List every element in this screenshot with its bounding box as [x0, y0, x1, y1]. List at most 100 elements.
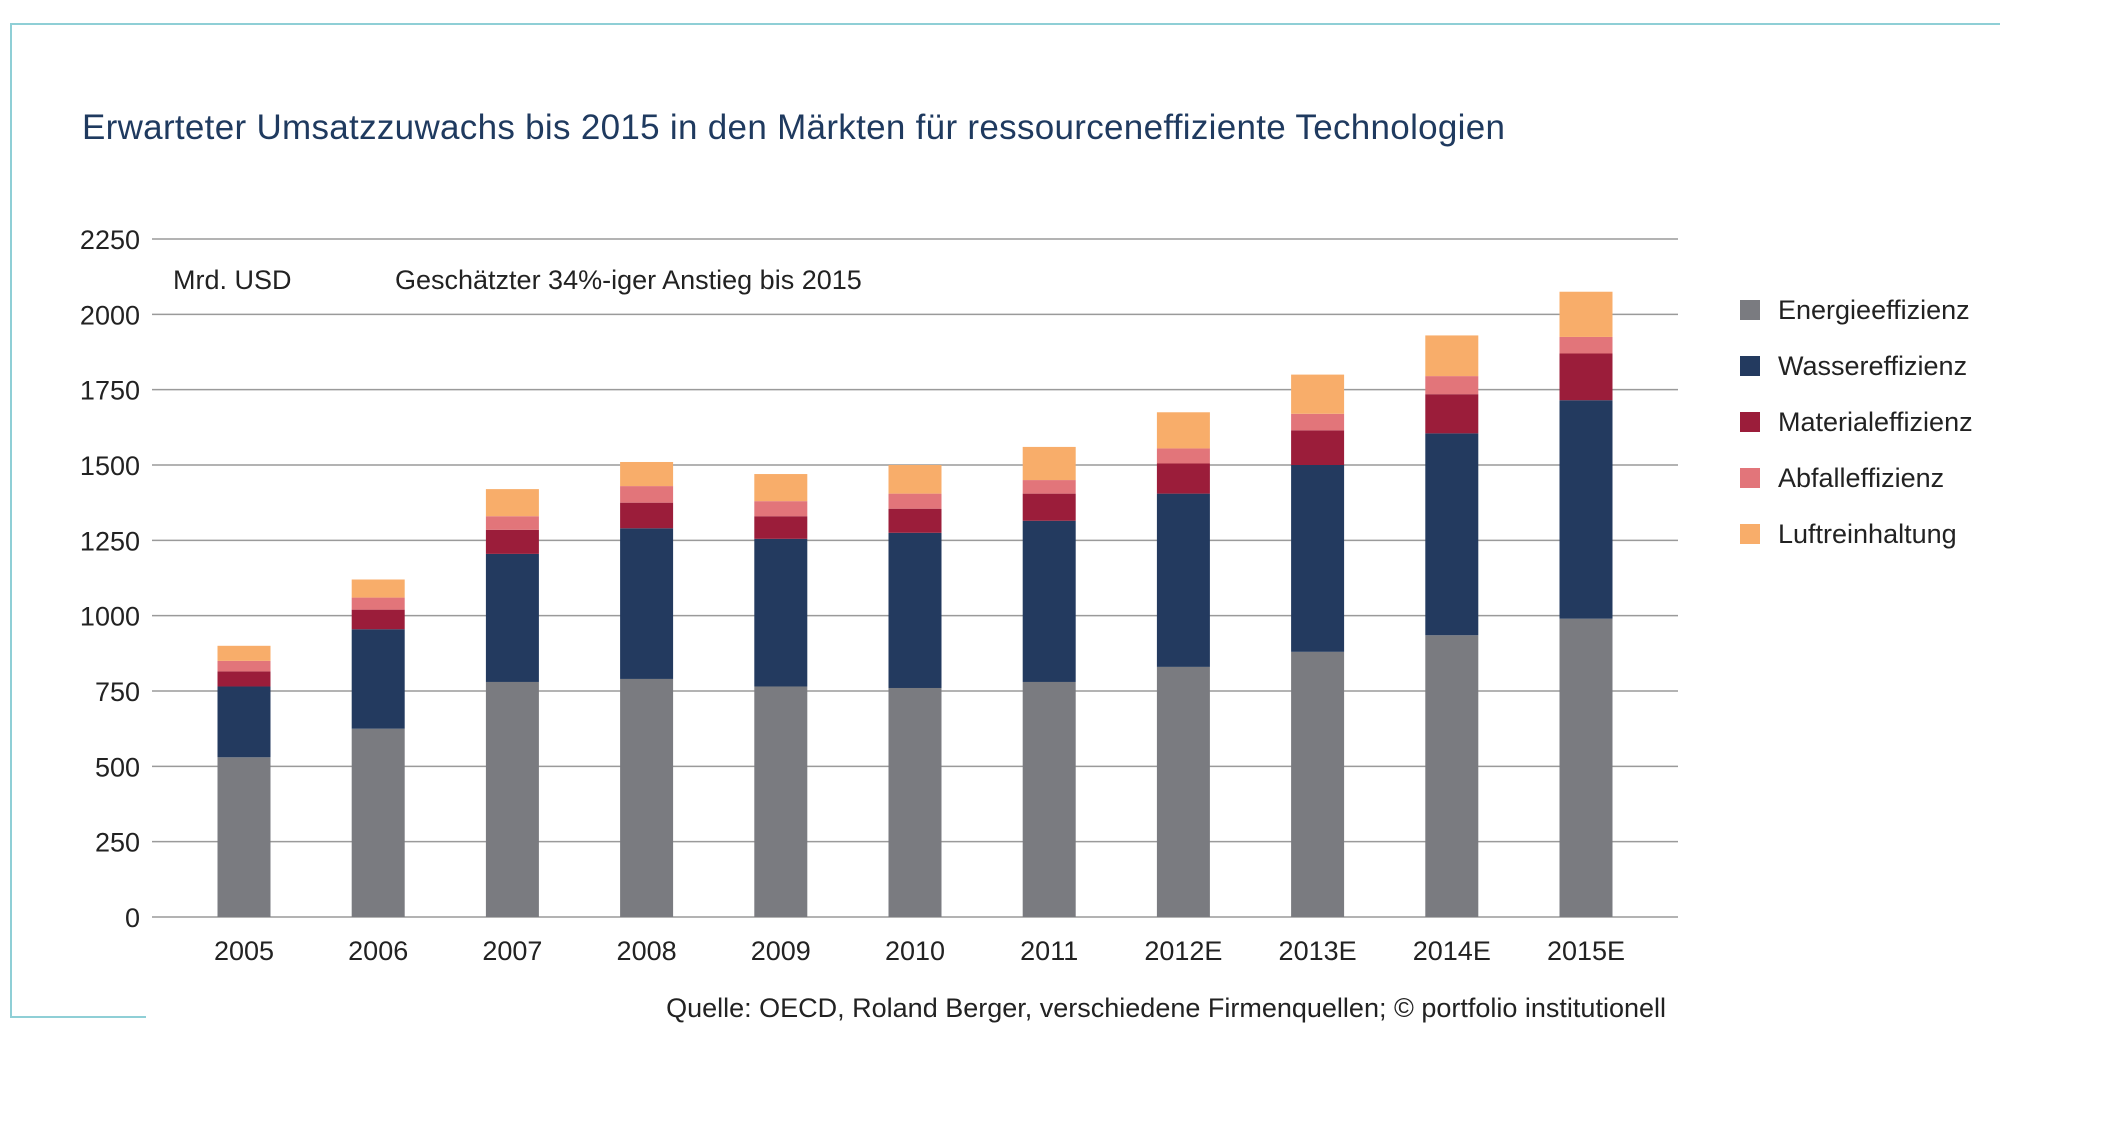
bar-segment-materialeffizienz-2007	[486, 530, 539, 554]
bar-segment-energieeffizienz-2007	[486, 682, 539, 917]
bar-group-2006	[352, 580, 405, 917]
bar-segment-wassereffizienz-2007	[486, 554, 539, 682]
bar-segment-luftreinhaltung-2009	[754, 474, 807, 501]
x-tick-label: 2015E	[1547, 936, 1625, 966]
bar-group-2014E	[1425, 335, 1478, 917]
bar-segment-luftreinhaltung-2013e	[1291, 375, 1344, 414]
bar-segment-luftreinhaltung-2007	[486, 489, 539, 516]
legend: Energieeffizienz Wassereffizienz Materiale…	[1740, 282, 1973, 562]
bar-segment-abfalleffizienz-2007	[486, 516, 539, 530]
bar-segment-materialeffizienz-2014e	[1425, 394, 1478, 433]
bar-segment-abfalleffizienz-2015e	[1560, 337, 1613, 354]
bar-group-2015E	[1560, 292, 1613, 917]
x-tick-label: 2007	[482, 936, 542, 966]
bar-segment-materialeffizienz-2006	[352, 610, 405, 630]
bar-segment-luftreinhaltung-2014e	[1425, 335, 1478, 376]
bar-segment-abfalleffizienz-2006	[352, 598, 405, 610]
legend-item: Energieeffizienz	[1740, 282, 1973, 338]
legend-swatch	[1740, 468, 1760, 488]
legend-swatch	[1740, 412, 1760, 432]
bar-segment-energieeffizienz-2010	[889, 688, 942, 917]
bar-segment-wassereffizienz-2006	[352, 629, 405, 728]
bar-segment-wassereffizienz-2011	[1023, 521, 1076, 682]
bar-group-2012E	[1157, 412, 1210, 917]
bar-segment-abfalleffizienz-2014e	[1425, 376, 1478, 394]
bar-segment-materialeffizienz-2012e	[1157, 463, 1210, 493]
unit-note: Mrd. USD	[173, 265, 292, 295]
bar-segment-energieeffizienz-2008	[620, 679, 673, 917]
bar-segment-abfalleffizienz-2009	[754, 501, 807, 516]
bar-segment-luftreinhaltung-2015e	[1560, 292, 1613, 337]
bar-segment-energieeffizienz-2015e	[1560, 619, 1613, 917]
bar-segment-wassereffizienz-2015e	[1560, 400, 1613, 618]
y-tick-label: 2250	[80, 225, 140, 255]
bar-segment-wassereffizienz-2010	[889, 533, 942, 688]
legend-label: Materialeffizienz	[1778, 407, 1973, 438]
y-tick-label: 1000	[80, 602, 140, 632]
legend-item: Abfalleffizienz	[1740, 450, 1973, 506]
bar-segment-wassereffizienz-2009	[754, 539, 807, 687]
bar-segment-materialeffizienz-2015e	[1560, 354, 1613, 401]
legend-label: Luftreinhaltung	[1778, 519, 1957, 550]
bar-segment-wassereffizienz-2014e	[1425, 433, 1478, 635]
legend-item: Wassereffizienz	[1740, 338, 1973, 394]
bar-segment-abfalleffizienz-2012e	[1157, 448, 1210, 463]
legend-swatch	[1740, 300, 1760, 320]
bar-segment-energieeffizienz-2006	[352, 729, 405, 917]
bar-segment-energieeffizienz-2014e	[1425, 635, 1478, 917]
x-tick-label: 2006	[348, 936, 408, 966]
bar-segment-energieeffizienz-2011	[1023, 682, 1076, 917]
bar-segment-energieeffizienz-2013e	[1291, 652, 1344, 917]
y-tick-label: 750	[95, 677, 140, 707]
bar-segment-wassereffizienz-2005	[218, 686, 271, 757]
bar-segment-wassereffizienz-2012e	[1157, 494, 1210, 667]
legend-label: Energieeffizienz	[1778, 295, 1970, 326]
bar-segment-abfalleffizienz-2011	[1023, 480, 1076, 494]
y-tick-label: 500	[95, 752, 140, 782]
x-tick-label: 2013E	[1279, 936, 1357, 966]
x-tick-label: 2008	[617, 936, 677, 966]
bar-segment-materialeffizienz-2011	[1023, 494, 1076, 521]
x-tick-label: 2010	[885, 936, 945, 966]
bar-group-2011	[1023, 447, 1076, 917]
legend-item: Luftreinhaltung	[1740, 506, 1973, 562]
bar-segment-abfalleffizienz-2005	[218, 661, 271, 672]
y-tick-label: 250	[95, 828, 140, 858]
y-tick-label: 0	[125, 903, 140, 933]
x-tick-label: 2005	[214, 936, 274, 966]
bar-segment-luftreinhaltung-2010	[889, 465, 942, 494]
bar-segment-materialeffizienz-2010	[889, 509, 942, 533]
bar-segment-luftreinhaltung-2006	[352, 580, 405, 598]
bar-group-2008	[620, 462, 673, 917]
bar-group-2009	[754, 474, 807, 917]
bar-group-2010	[889, 465, 942, 917]
bar-segment-energieeffizienz-2012e	[1157, 667, 1210, 917]
y-tick-label: 1500	[80, 451, 140, 481]
bar-segment-wassereffizienz-2008	[620, 528, 673, 679]
bar-segment-luftreinhaltung-2008	[620, 462, 673, 486]
legend-label: Wassereffizienz	[1778, 351, 1967, 382]
source-note: Quelle: OECD, Roland Berger, verschieden…	[666, 993, 1666, 1024]
bar-segment-wassereffizienz-2013e	[1291, 465, 1344, 652]
bar-segment-luftreinhaltung-2012e	[1157, 412, 1210, 448]
bar-segment-energieeffizienz-2005	[218, 757, 271, 917]
bar-segment-materialeffizienz-2013e	[1291, 430, 1344, 465]
bar-group-2005	[218, 646, 271, 917]
bar-group-2007	[486, 489, 539, 917]
x-tick-label: 2011	[1020, 936, 1078, 966]
bar-segment-materialeffizienz-2008	[620, 503, 673, 529]
bar-segment-materialeffizienz-2005	[218, 671, 271, 686]
growth-annotation: Geschätzter 34%-iger Anstieg bis 2015	[395, 265, 862, 295]
legend-label: Abfalleffizienz	[1778, 463, 1944, 494]
legend-item: Materialeffizienz	[1740, 394, 1973, 450]
y-tick-label: 1250	[80, 526, 140, 556]
x-tick-label: 2014E	[1413, 936, 1491, 966]
bar-segment-abfalleffizienz-2013e	[1291, 414, 1344, 431]
bar-segment-luftreinhaltung-2005	[218, 646, 271, 661]
bar-segment-luftreinhaltung-2011	[1023, 447, 1076, 480]
bar-segment-abfalleffizienz-2008	[620, 486, 673, 503]
y-tick-label: 1750	[80, 376, 140, 406]
legend-swatch	[1740, 524, 1760, 544]
bar-group-2013E	[1291, 375, 1344, 917]
x-tick-label: 2009	[751, 936, 811, 966]
